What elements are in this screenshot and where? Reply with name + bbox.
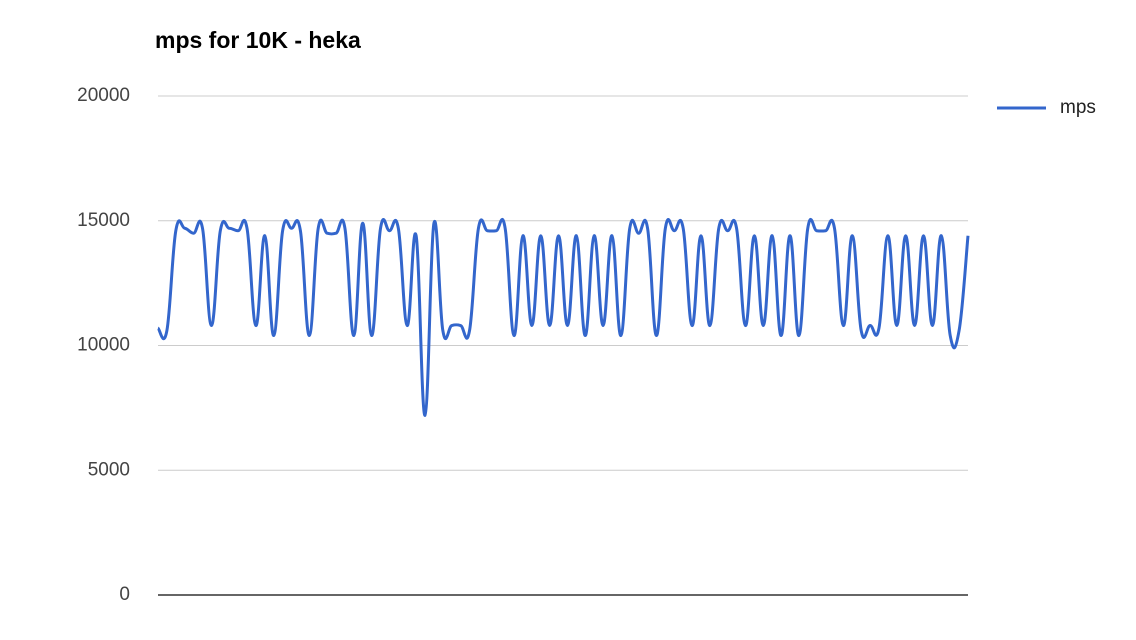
y-tick-label: 10000 [77,335,130,356]
data-line [156,218,970,417]
y-tick-label: 15000 [77,210,130,231]
y-tick-label: 0 [119,584,130,605]
chart-title: mps for 10K - heka [155,27,361,53]
y-tick-label: 5000 [88,459,130,480]
legend-label: mps [1060,97,1096,118]
y-tick-label: 20000 [77,85,130,106]
